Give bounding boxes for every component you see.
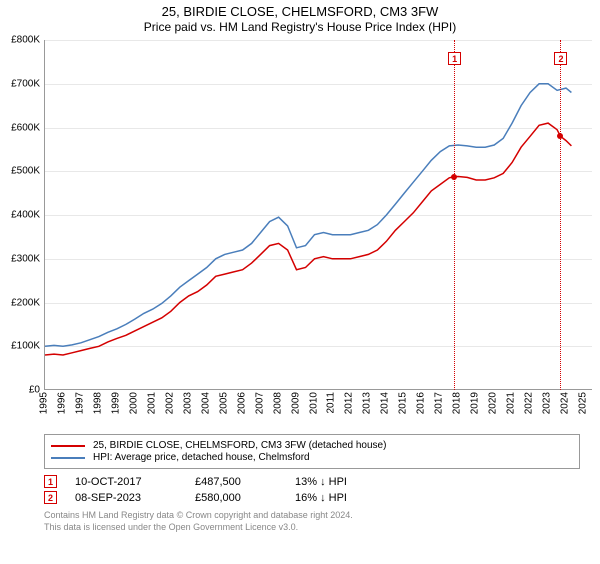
y-tick-label: £300K — [11, 253, 40, 264]
event-diff: 13% ↓ HPI — [295, 476, 347, 488]
event-marker-2: 2 — [554, 52, 567, 65]
y-tick-label: £200K — [11, 297, 40, 308]
x-tick-label: 1998 — [92, 392, 103, 414]
footer-line-1: Contains HM Land Registry data © Crown c… — [44, 510, 580, 522]
x-tick-label: 2003 — [182, 392, 193, 414]
event-number-badge: 2 — [44, 491, 57, 504]
x-tick-label: 1999 — [110, 392, 121, 414]
chart-title: 25, BIRDIE CLOSE, CHELMSFORD, CM3 3FW — [0, 4, 600, 19]
y-tick-label: £700K — [11, 78, 40, 89]
x-tick-label: 2001 — [146, 392, 157, 414]
y-tick-label: £500K — [11, 166, 40, 177]
legend-swatch — [51, 445, 85, 447]
y-tick-label: £600K — [11, 122, 40, 133]
legend-swatch — [51, 457, 85, 459]
series-hpi — [45, 84, 571, 347]
x-tick-label: 2020 — [488, 392, 499, 414]
x-tick-label: 2014 — [380, 392, 391, 414]
event-row: 2 08-SEP-2023£580,00016% ↓ HPI — [44, 491, 580, 504]
x-tick-label: 2002 — [164, 392, 175, 414]
event-dot-2 — [557, 133, 563, 139]
x-tick-label: 2013 — [362, 392, 373, 414]
series-property — [45, 123, 571, 355]
x-tick-label: 2019 — [470, 392, 481, 414]
chart-area: £0£100K£200K£300K£400K£500K£600K£700K£80… — [44, 40, 592, 390]
chart-subtitle: Price paid vs. HM Land Registry's House … — [0, 20, 600, 34]
event-price: £487,500 — [195, 476, 295, 488]
x-tick-label: 2023 — [542, 392, 553, 414]
legend-label: HPI: Average price, detached house, Chel… — [93, 452, 310, 463]
x-tick-label: 1995 — [39, 392, 50, 414]
line-series — [45, 40, 593, 390]
x-tick-label: 2018 — [452, 392, 463, 414]
x-tick-label: 1996 — [56, 392, 67, 414]
x-tick-label: 2017 — [434, 392, 445, 414]
x-tick-label: 2016 — [416, 392, 427, 414]
legend-label: 25, BIRDIE CLOSE, CHELMSFORD, CM3 3FW (d… — [93, 440, 386, 451]
footer-line-2: This data is licensed under the Open Gov… — [44, 522, 580, 534]
event-price: £580,000 — [195, 492, 295, 504]
y-tick-label: £100K — [11, 341, 40, 352]
x-tick-label: 2025 — [578, 392, 589, 414]
legend-item: HPI: Average price, detached house, Chel… — [51, 452, 573, 463]
x-tick-label: 2011 — [326, 392, 337, 414]
x-tick-label: 1997 — [74, 392, 85, 414]
x-tick-label: 2005 — [218, 392, 229, 414]
y-axis: £0£100K£200K£300K£400K£500K£600K£700K£80… — [0, 40, 42, 390]
event-date: 10-OCT-2017 — [75, 476, 195, 488]
x-tick-label: 2009 — [290, 392, 301, 414]
legend-box: 25, BIRDIE CLOSE, CHELMSFORD, CM3 3FW (d… — [44, 434, 580, 469]
legend-item: 25, BIRDIE CLOSE, CHELMSFORD, CM3 3FW (d… — [51, 440, 573, 451]
event-row: 1 10-OCT-2017£487,50013% ↓ HPI — [44, 475, 580, 488]
x-tick-label: 2012 — [344, 392, 355, 414]
event-number-badge: 1 — [44, 475, 57, 488]
x-tick-label: 2006 — [236, 392, 247, 414]
x-tick-label: 2022 — [524, 392, 535, 414]
x-tick-label: 2008 — [272, 392, 283, 414]
event-marker-1: 1 — [448, 52, 461, 65]
x-tick-label: 2021 — [506, 392, 517, 414]
footer-attribution: Contains HM Land Registry data © Crown c… — [44, 510, 580, 533]
x-axis: 1995199619971998199920002001200220032004… — [44, 390, 592, 430]
event-vline — [454, 40, 455, 390]
x-tick-label: 2015 — [398, 392, 409, 414]
event-dot-1 — [451, 174, 457, 180]
event-date: 08-SEP-2023 — [75, 492, 195, 504]
x-tick-label: 2007 — [254, 392, 265, 414]
y-tick-label: £800K — [11, 35, 40, 46]
x-tick-label: 2010 — [308, 392, 319, 414]
plot-area: 12 — [44, 40, 592, 390]
event-table: 1 10-OCT-2017£487,50013% ↓ HPI 2 08-SEP-202… — [44, 475, 580, 504]
x-tick-label: 2024 — [560, 392, 571, 414]
event-vline — [560, 40, 561, 390]
x-tick-label: 2004 — [200, 392, 211, 414]
x-tick-label: 2000 — [128, 392, 139, 414]
event-diff: 16% ↓ HPI — [295, 492, 347, 504]
y-tick-label: £400K — [11, 210, 40, 221]
